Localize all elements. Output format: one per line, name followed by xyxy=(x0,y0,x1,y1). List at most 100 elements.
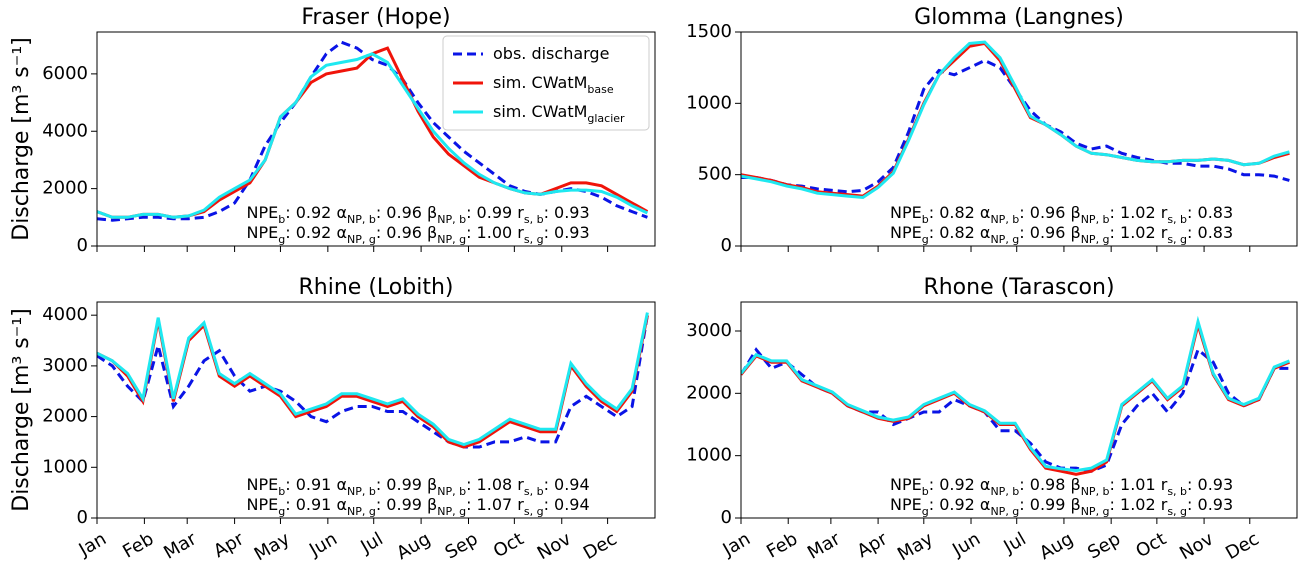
metric-value: : 0.92 xyxy=(929,495,980,514)
metric-name: β xyxy=(427,495,437,514)
metric-subscript: NP, g xyxy=(1081,233,1110,246)
metric-name: NPE xyxy=(890,475,922,494)
metric-name: β xyxy=(1070,475,1080,494)
x-tick-label: Dec xyxy=(580,528,621,563)
x-tick-label: Nov xyxy=(534,528,575,563)
y-tick-label: 1000 xyxy=(42,456,88,477)
metric-value: : 0.91 xyxy=(285,495,336,514)
metric-value: : 0.99 xyxy=(1019,495,1070,514)
metric-subscript: g xyxy=(278,505,285,518)
metric-value: : 0.96 xyxy=(1019,203,1070,222)
subplot-title: Glomma (Langnes) xyxy=(914,5,1124,30)
y-tick-label: 1000 xyxy=(686,445,732,466)
metric-value: : 0.96 xyxy=(1019,223,1070,242)
x-tick-label: Oct xyxy=(1132,528,1169,562)
x-tick-label: May xyxy=(894,528,937,563)
metric-name: NPE xyxy=(247,475,279,494)
metric-value: : 1.02 xyxy=(1110,223,1161,242)
y-tick-label: 2000 xyxy=(42,178,88,199)
metric-value: : 0.99 xyxy=(376,475,427,494)
y-axis-label: Discharge [m³ s⁻¹] xyxy=(9,308,34,512)
metric-name: α xyxy=(336,203,347,222)
x-tick-label: Aug xyxy=(393,528,434,563)
metrics-annotation: NPEb: 0.91 αNP, b: 0.99 βNP, b: 1.08 rs,… xyxy=(247,475,590,498)
metric-name: α xyxy=(980,203,991,222)
series-line xyxy=(741,315,1290,473)
metric-subscript: s, b xyxy=(1167,213,1187,226)
metrics-annotation: NPEb: 0.92 αNP, b: 0.98 βNP, b: 1.01 rs,… xyxy=(890,475,1233,498)
metrics-annotation: NPEg: 0.82 αNP, g: 0.96 βNP, g: 1.02 rs,… xyxy=(890,223,1233,246)
metric-subscript: s, b xyxy=(524,213,544,226)
metric-name: r xyxy=(1161,223,1168,242)
subplot-title: Rhine (Lobith) xyxy=(299,275,454,300)
metric-subscript: s, g xyxy=(524,233,544,246)
metric-name: r xyxy=(517,475,524,494)
metric-subscript: NP, b xyxy=(1081,213,1110,226)
metric-name: NPE xyxy=(890,223,922,242)
y-tick-label: 500 xyxy=(698,164,732,185)
y-tick-label: 3000 xyxy=(42,355,88,376)
y-tick-label: 2000 xyxy=(42,406,88,427)
series-line xyxy=(741,347,1290,473)
metric-subscript: NP, g xyxy=(1081,505,1110,518)
metric-subscript: g xyxy=(922,233,929,246)
y-tick-label: 1500 xyxy=(686,21,732,42)
metric-name: α xyxy=(336,495,347,514)
y-tick-label: 6000 xyxy=(42,63,88,84)
metric-subscript: NP, g xyxy=(347,505,376,518)
x-tick-label: Aug xyxy=(1036,528,1077,563)
y-tick-label: 0 xyxy=(77,235,88,256)
metric-value: : 0.83 xyxy=(1187,203,1233,222)
subplot-title: Rhone (Tarascon) xyxy=(923,275,1114,300)
metric-value: : 0.92 xyxy=(285,223,336,242)
metric-subscript: s, g xyxy=(1167,233,1187,246)
series-line xyxy=(741,319,1290,476)
metric-value: : 1.02 xyxy=(1110,203,1161,222)
series-line xyxy=(97,312,649,447)
metric-name: α xyxy=(980,495,991,514)
metric-subscript: s, g xyxy=(524,505,544,518)
metric-subscript: NP, g xyxy=(347,233,376,246)
series-line xyxy=(741,58,1290,194)
metric-value: : 0.93 xyxy=(1187,495,1233,514)
metric-value: : 0.82 xyxy=(929,203,980,222)
metric-subscript: NP, b xyxy=(347,213,376,226)
metric-value: : 0.92 xyxy=(285,203,336,222)
y-axis-label: Discharge [m³ s⁻¹] xyxy=(9,37,34,241)
metric-name: α xyxy=(336,475,347,494)
series-line xyxy=(97,52,649,219)
metric-subscript: NP, b xyxy=(990,485,1019,498)
metric-subscript: NP, g xyxy=(990,505,1019,518)
metric-name: NPE xyxy=(890,495,922,514)
metric-subscript: b xyxy=(922,485,929,498)
x-tick-label: Sep xyxy=(1084,528,1124,563)
x-tick-label: Jun xyxy=(948,528,984,561)
metric-subscript: NP, b xyxy=(437,213,466,226)
metric-name: NPE xyxy=(247,495,279,514)
metric-subscript: b xyxy=(278,485,285,498)
x-tick-label: Jun xyxy=(305,528,341,561)
metric-value: : 1.07 xyxy=(466,495,517,514)
metric-subscript: g xyxy=(922,505,929,518)
legend-label: sim. CWatMbase xyxy=(493,73,614,96)
subplot: 0 500 1000 1500 Glomma (Langnes) NPEb: 0.82 α… xyxy=(686,5,1298,256)
x-tick-label: Apr xyxy=(854,528,892,562)
y-tick-label: 4000 xyxy=(42,120,88,141)
metric-name: β xyxy=(1070,223,1080,242)
metric-value: : 1.00 xyxy=(466,223,517,242)
metrics-annotation: NPEg: 0.91 αNP, g: 0.99 βNP, g: 1.07 rs,… xyxy=(247,495,590,518)
metric-name: β xyxy=(427,475,437,494)
metric-name: β xyxy=(1070,203,1080,222)
metric-value: : 0.94 xyxy=(544,495,590,514)
x-tick-label: Apr xyxy=(210,528,248,562)
y-tick-label: 0 xyxy=(721,235,732,256)
metrics-annotation: NPEg: 0.92 αNP, g: 0.96 βNP, g: 1.00 rs,… xyxy=(247,223,590,246)
series-line xyxy=(741,41,1290,198)
metric-name: β xyxy=(1070,495,1080,514)
y-tick-label: 4000 xyxy=(42,304,88,325)
y-tick-label: 1000 xyxy=(686,92,732,113)
metric-name: α xyxy=(980,475,991,494)
metric-subscript: s, b xyxy=(524,485,544,498)
x-tick-label: Nov xyxy=(1176,528,1217,563)
legend-box xyxy=(442,35,650,131)
